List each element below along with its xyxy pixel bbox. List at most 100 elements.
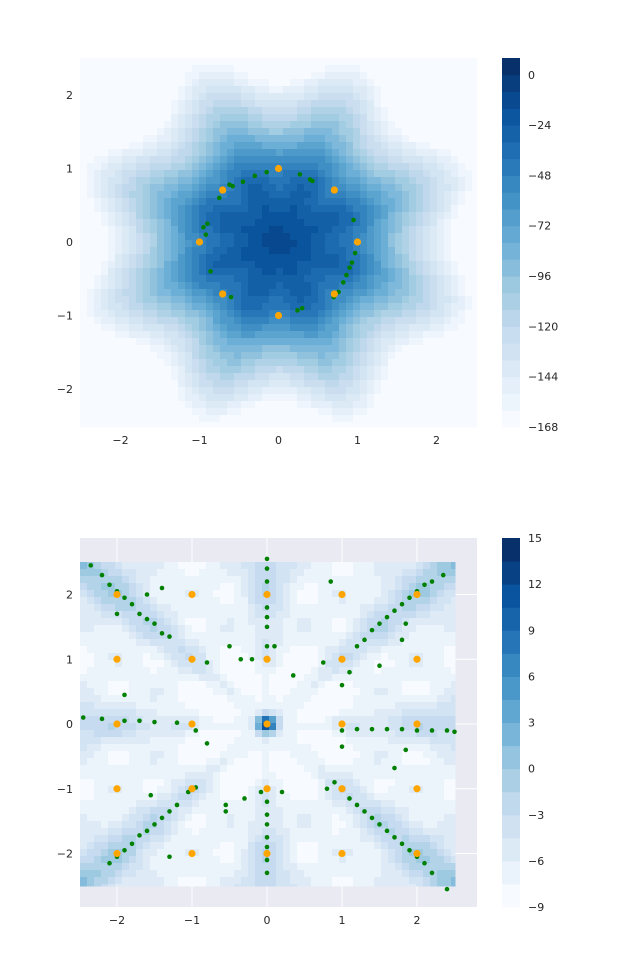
contour-cell	[150, 849, 158, 857]
contour-cell	[143, 114, 151, 122]
contour-cell	[213, 205, 221, 213]
contour-cell	[395, 121, 403, 129]
contour-cell	[451, 177, 459, 185]
contour-cell	[143, 646, 151, 654]
contour-cell	[444, 296, 452, 304]
contour-cell	[157, 100, 165, 108]
contour-cell	[332, 702, 340, 710]
contour-cell	[143, 863, 151, 871]
contour-cell	[94, 282, 102, 290]
contour-cell	[87, 254, 95, 262]
contour-cell	[304, 387, 312, 395]
contour-cell	[171, 394, 179, 402]
contour-cell	[164, 205, 172, 213]
contour-cell	[451, 310, 459, 318]
contour-cell	[94, 191, 102, 199]
contour-cell	[129, 562, 137, 570]
contour-cell	[395, 352, 403, 360]
contour-cell	[80, 268, 88, 276]
contour-cell	[262, 569, 270, 577]
contour-cell	[297, 282, 305, 290]
contour-cell	[304, 646, 312, 654]
contour-cell	[290, 828, 298, 836]
contour-cell	[94, 324, 102, 332]
contour-cell	[353, 205, 361, 213]
contour-cell	[122, 569, 130, 577]
contour-cell	[339, 254, 347, 262]
contour-cell	[164, 156, 172, 164]
contour-cell	[94, 786, 102, 794]
contour-cell	[311, 758, 319, 766]
contour-cell	[465, 261, 473, 269]
contour-cell	[367, 156, 375, 164]
contour-cell	[444, 401, 452, 409]
contour-cell	[346, 149, 354, 157]
contour-cell	[423, 86, 431, 94]
contour-cell	[437, 303, 445, 311]
contour-cell	[290, 359, 298, 367]
contour-cell	[122, 296, 130, 304]
contour-cell	[206, 821, 214, 829]
contour-cell	[206, 352, 214, 360]
contour-cell	[129, 408, 137, 416]
contour-cell	[150, 366, 158, 374]
contour-cell	[171, 765, 179, 773]
contour-cell	[136, 779, 144, 787]
contour-cell	[304, 331, 312, 339]
contour-cell	[339, 247, 347, 255]
contour-cell	[423, 170, 431, 178]
contour-cell	[255, 296, 263, 304]
contour-cell	[122, 884, 130, 887]
contour-cell	[206, 345, 214, 353]
contour-cell	[80, 317, 88, 325]
contour-cell	[213, 681, 221, 689]
contour-cell	[353, 709, 361, 717]
contour-cell	[451, 65, 459, 73]
contour-cell	[108, 345, 116, 353]
contour-cell	[290, 93, 298, 101]
contour-cell	[283, 345, 291, 353]
contour-cell	[178, 177, 186, 185]
contour-cell	[220, 723, 228, 731]
contour-cell	[395, 177, 403, 185]
contour-cell	[290, 303, 298, 311]
contour-cell	[129, 751, 137, 759]
contour-cell	[325, 338, 333, 346]
contour-cell	[101, 275, 109, 283]
contour-cell	[472, 107, 478, 115]
contour-cell	[192, 107, 200, 115]
contour-cell	[199, 121, 207, 129]
contour-cell	[325, 618, 333, 626]
contour-cell	[227, 695, 235, 703]
contour-cell	[199, 135, 207, 143]
contour-cell	[402, 170, 410, 178]
contour-cell	[220, 821, 228, 829]
contour-cell	[157, 597, 165, 605]
contour-cell	[381, 289, 389, 297]
contour-cell	[437, 58, 445, 66]
contour-cell	[248, 604, 256, 612]
contour-cell	[437, 93, 445, 101]
contour-cell	[325, 401, 333, 409]
contour-cell	[185, 688, 193, 696]
contour-cell	[87, 681, 95, 689]
contour-cell	[94, 205, 102, 213]
contour-cell	[304, 107, 312, 115]
contour-cell	[276, 387, 284, 395]
contour-cell	[381, 275, 389, 283]
contour-cell	[472, 317, 478, 325]
contour-cell	[304, 317, 312, 325]
contour-cell	[388, 79, 396, 87]
contour-cell	[192, 422, 200, 428]
contour-cell	[381, 310, 389, 318]
contour-cell	[402, 268, 410, 276]
contour-cell	[108, 772, 116, 780]
contour-cell	[255, 240, 263, 248]
contour-cell	[199, 100, 207, 108]
contour-cell	[227, 569, 235, 577]
contour-cell	[276, 205, 284, 213]
contour-cell	[150, 184, 158, 192]
contour-cell	[374, 373, 382, 381]
contour-cell	[325, 149, 333, 157]
contour-cell	[262, 828, 270, 836]
